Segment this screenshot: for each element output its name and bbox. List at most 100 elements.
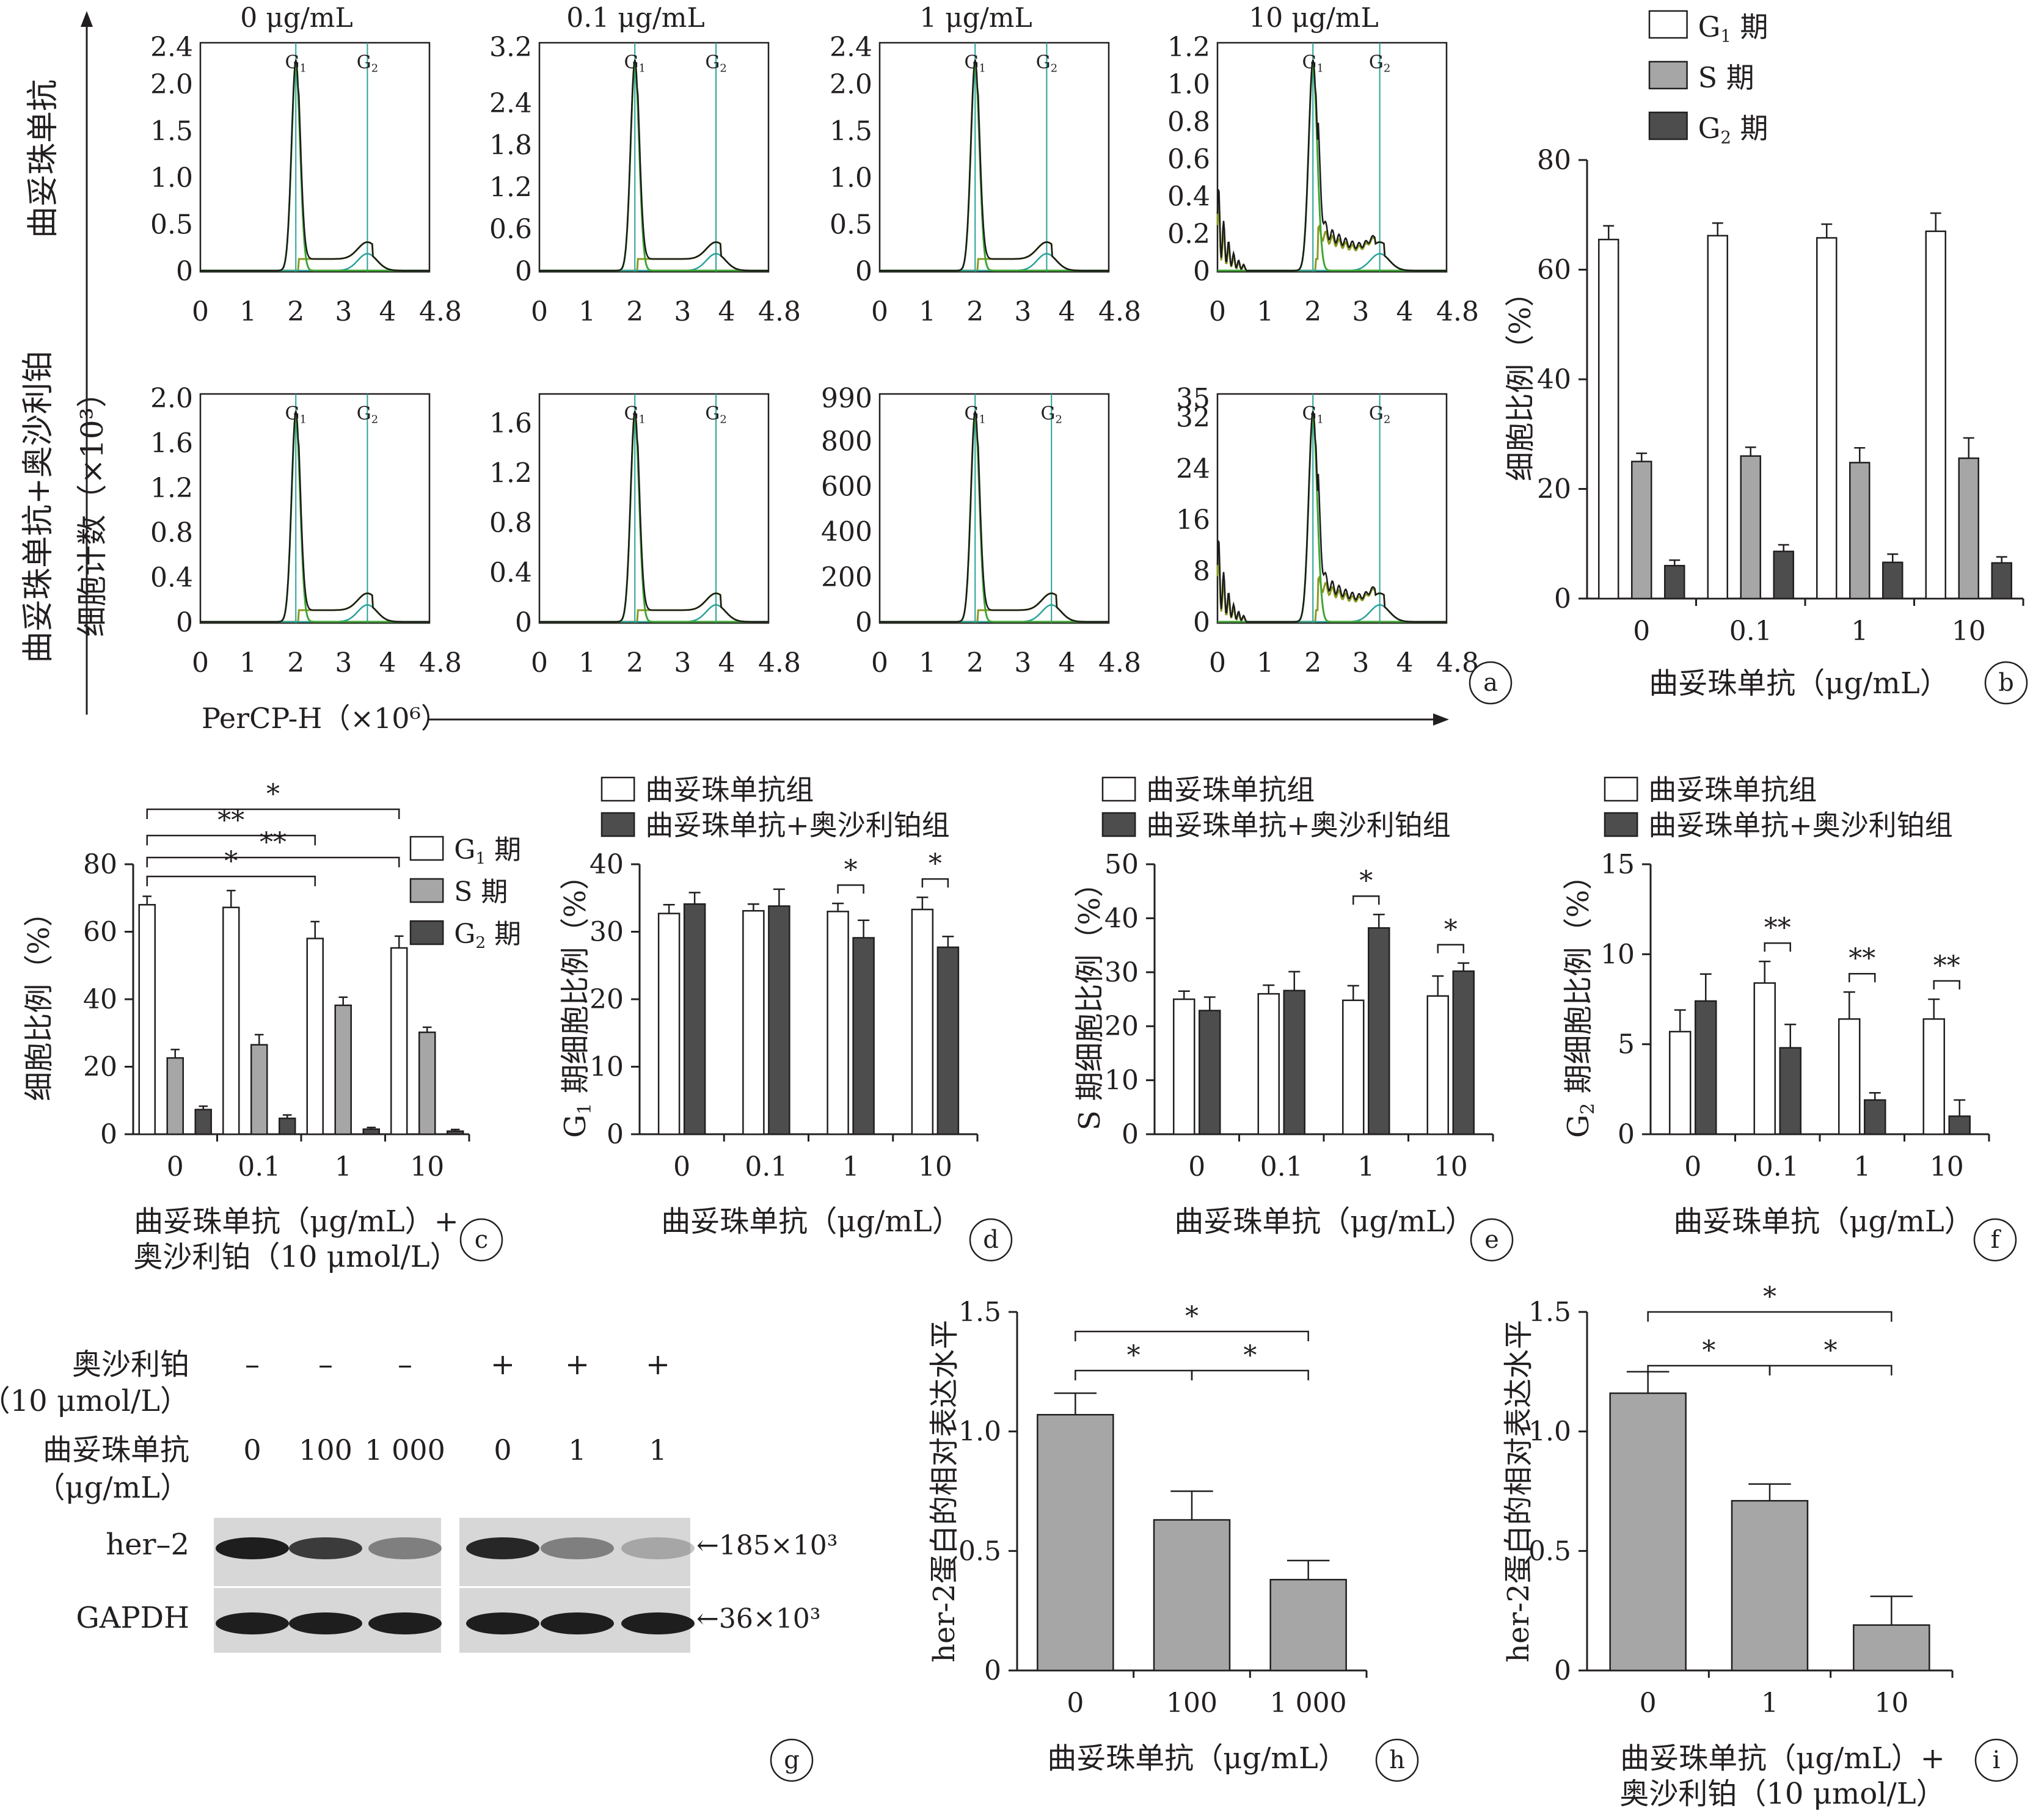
y-tick-label: 15 xyxy=(1601,849,1635,880)
significance-bracket: * xyxy=(1075,1301,1309,1341)
plot-frame xyxy=(1216,393,1448,624)
x-axis-label-2: 奥沙利铂（10 μmol/L） xyxy=(133,1240,459,1274)
y-tick-label: 5 xyxy=(1618,1029,1635,1060)
y-tick-label: 0 xyxy=(1193,607,1210,638)
panel-letter-a: a xyxy=(1469,661,1513,705)
legend-swatch xyxy=(1101,776,1136,802)
y-axis-label: G1 期细胞比例（%） xyxy=(558,861,596,1138)
panel-letter-circle xyxy=(1973,1218,2017,1262)
x-tick-label: 2 xyxy=(966,296,984,327)
histogram-curve xyxy=(880,410,1109,623)
bar xyxy=(1753,982,1776,1135)
x-tick-label: 4 xyxy=(718,647,735,679)
x-tick-label: 0 xyxy=(673,1151,690,1182)
y-tick-label: 2.0 xyxy=(150,383,193,414)
bar xyxy=(1257,993,1280,1135)
x-tick-label: 1 xyxy=(919,647,936,679)
significance-bracket: * xyxy=(146,846,316,886)
x-tick-label: 4.8 xyxy=(1098,296,1141,327)
bar xyxy=(362,1128,380,1135)
row-label: 曲妥珠单抗 xyxy=(25,79,62,238)
y-tick-label: 1.0 xyxy=(958,1416,1001,1448)
x-tick-label: 4 xyxy=(379,296,396,327)
x-tick-label: 1 xyxy=(1257,296,1274,327)
bracket-line xyxy=(1352,895,1380,905)
y-tick-label: 0.4 xyxy=(489,557,532,588)
bar xyxy=(279,1117,296,1135)
y-tick-label: 30 xyxy=(1104,957,1139,988)
treatment-unit: （μg/mL） xyxy=(36,1471,190,1505)
bracket-line xyxy=(1933,980,1960,989)
y-tick-label: 990 xyxy=(821,383,872,414)
y-tick-label: 200 xyxy=(821,562,872,593)
x-tick-label: 4.8 xyxy=(758,296,801,327)
x-tick-label: 1 xyxy=(579,296,596,327)
bar xyxy=(1922,1018,1945,1135)
x-tick-label: 3 xyxy=(1014,296,1031,327)
treatment-sign: – xyxy=(398,1347,412,1382)
y-tick-label: 30 xyxy=(589,917,624,948)
plot-frame xyxy=(878,393,1110,624)
significance-label: * xyxy=(1444,914,1458,945)
bar xyxy=(1816,237,1838,600)
x-tick-label: 0.1 xyxy=(238,1151,280,1182)
panel-letter-h: h xyxy=(1375,1738,1419,1782)
treatment-sign: – xyxy=(318,1347,333,1382)
y-tick-label: 80 xyxy=(83,849,117,880)
bar xyxy=(1849,462,1871,600)
x-tick-label: 4 xyxy=(1059,296,1076,327)
panel-letter-circle xyxy=(459,1218,503,1262)
y-tick-label: 1.5 xyxy=(958,1297,1001,1328)
bar xyxy=(1991,562,2012,600)
y-tick-label: 10 xyxy=(1104,1065,1139,1096)
y-tick-label: 2.4 xyxy=(150,32,193,63)
bar xyxy=(768,905,790,1135)
bar xyxy=(683,903,706,1135)
bar xyxy=(936,946,960,1135)
significance-label: ** xyxy=(260,827,287,858)
g1-phase-curve xyxy=(880,417,1109,623)
her2-band xyxy=(541,1537,614,1559)
y-tick-label: 1.5 xyxy=(830,116,872,147)
col-title: 10 μg/mL xyxy=(1249,2,1379,34)
x-tick-label: 0 xyxy=(1188,1151,1205,1182)
bar xyxy=(222,906,240,1135)
bar xyxy=(1864,1099,1886,1135)
x-tick-label: 3 xyxy=(335,647,352,679)
bar xyxy=(194,1109,212,1135)
treatment-unit: （10 μmol/L） xyxy=(0,1384,189,1418)
significance-label: ** xyxy=(1764,912,1791,944)
s-phase-curve xyxy=(539,241,768,272)
bracket-line xyxy=(837,884,864,894)
s-phase-curve xyxy=(200,592,429,623)
significance-label: * xyxy=(1359,865,1373,897)
row-label: 曲妥珠单抗+奥沙利铂 xyxy=(20,351,57,663)
histogram-curve xyxy=(200,59,429,272)
g2-peak-label: G2 xyxy=(705,403,726,426)
significance-label: * xyxy=(224,846,238,877)
y-tick-label: 0.4 xyxy=(150,563,193,594)
y-tick-label: 0 xyxy=(984,1655,1001,1686)
bar xyxy=(1695,1000,1717,1135)
x-axis-label: 曲妥珠单抗（μg/mL） xyxy=(661,1204,962,1239)
dose-label: 1 000 xyxy=(365,1433,445,1466)
panel-letter-circle xyxy=(1974,1738,2018,1782)
x-tick-label: 2 xyxy=(966,647,984,679)
y-tick-label: 8 xyxy=(1193,556,1210,587)
x-tick-label: 0 xyxy=(192,647,209,679)
bar xyxy=(1631,461,1652,600)
panel-letter-text: i xyxy=(1993,1746,2001,1774)
bar xyxy=(166,1057,184,1135)
y-tick-label: 0 xyxy=(1554,1655,1571,1686)
x-tick-label: 1 xyxy=(239,647,257,679)
bracket-line xyxy=(1075,1330,1309,1341)
y-tick-label: 16 xyxy=(1176,504,1210,536)
legend-label: 曲妥珠单抗组 xyxy=(1146,773,1315,806)
bar xyxy=(1838,1018,1861,1135)
y-tick-label: 0.5 xyxy=(150,209,193,241)
legend-swatch xyxy=(409,878,444,903)
y-axis-label: her-2蛋白的相对表达水平 xyxy=(1502,1320,1536,1663)
s-phase-curve xyxy=(200,241,429,272)
y-tick-label: 2.4 xyxy=(489,88,532,119)
